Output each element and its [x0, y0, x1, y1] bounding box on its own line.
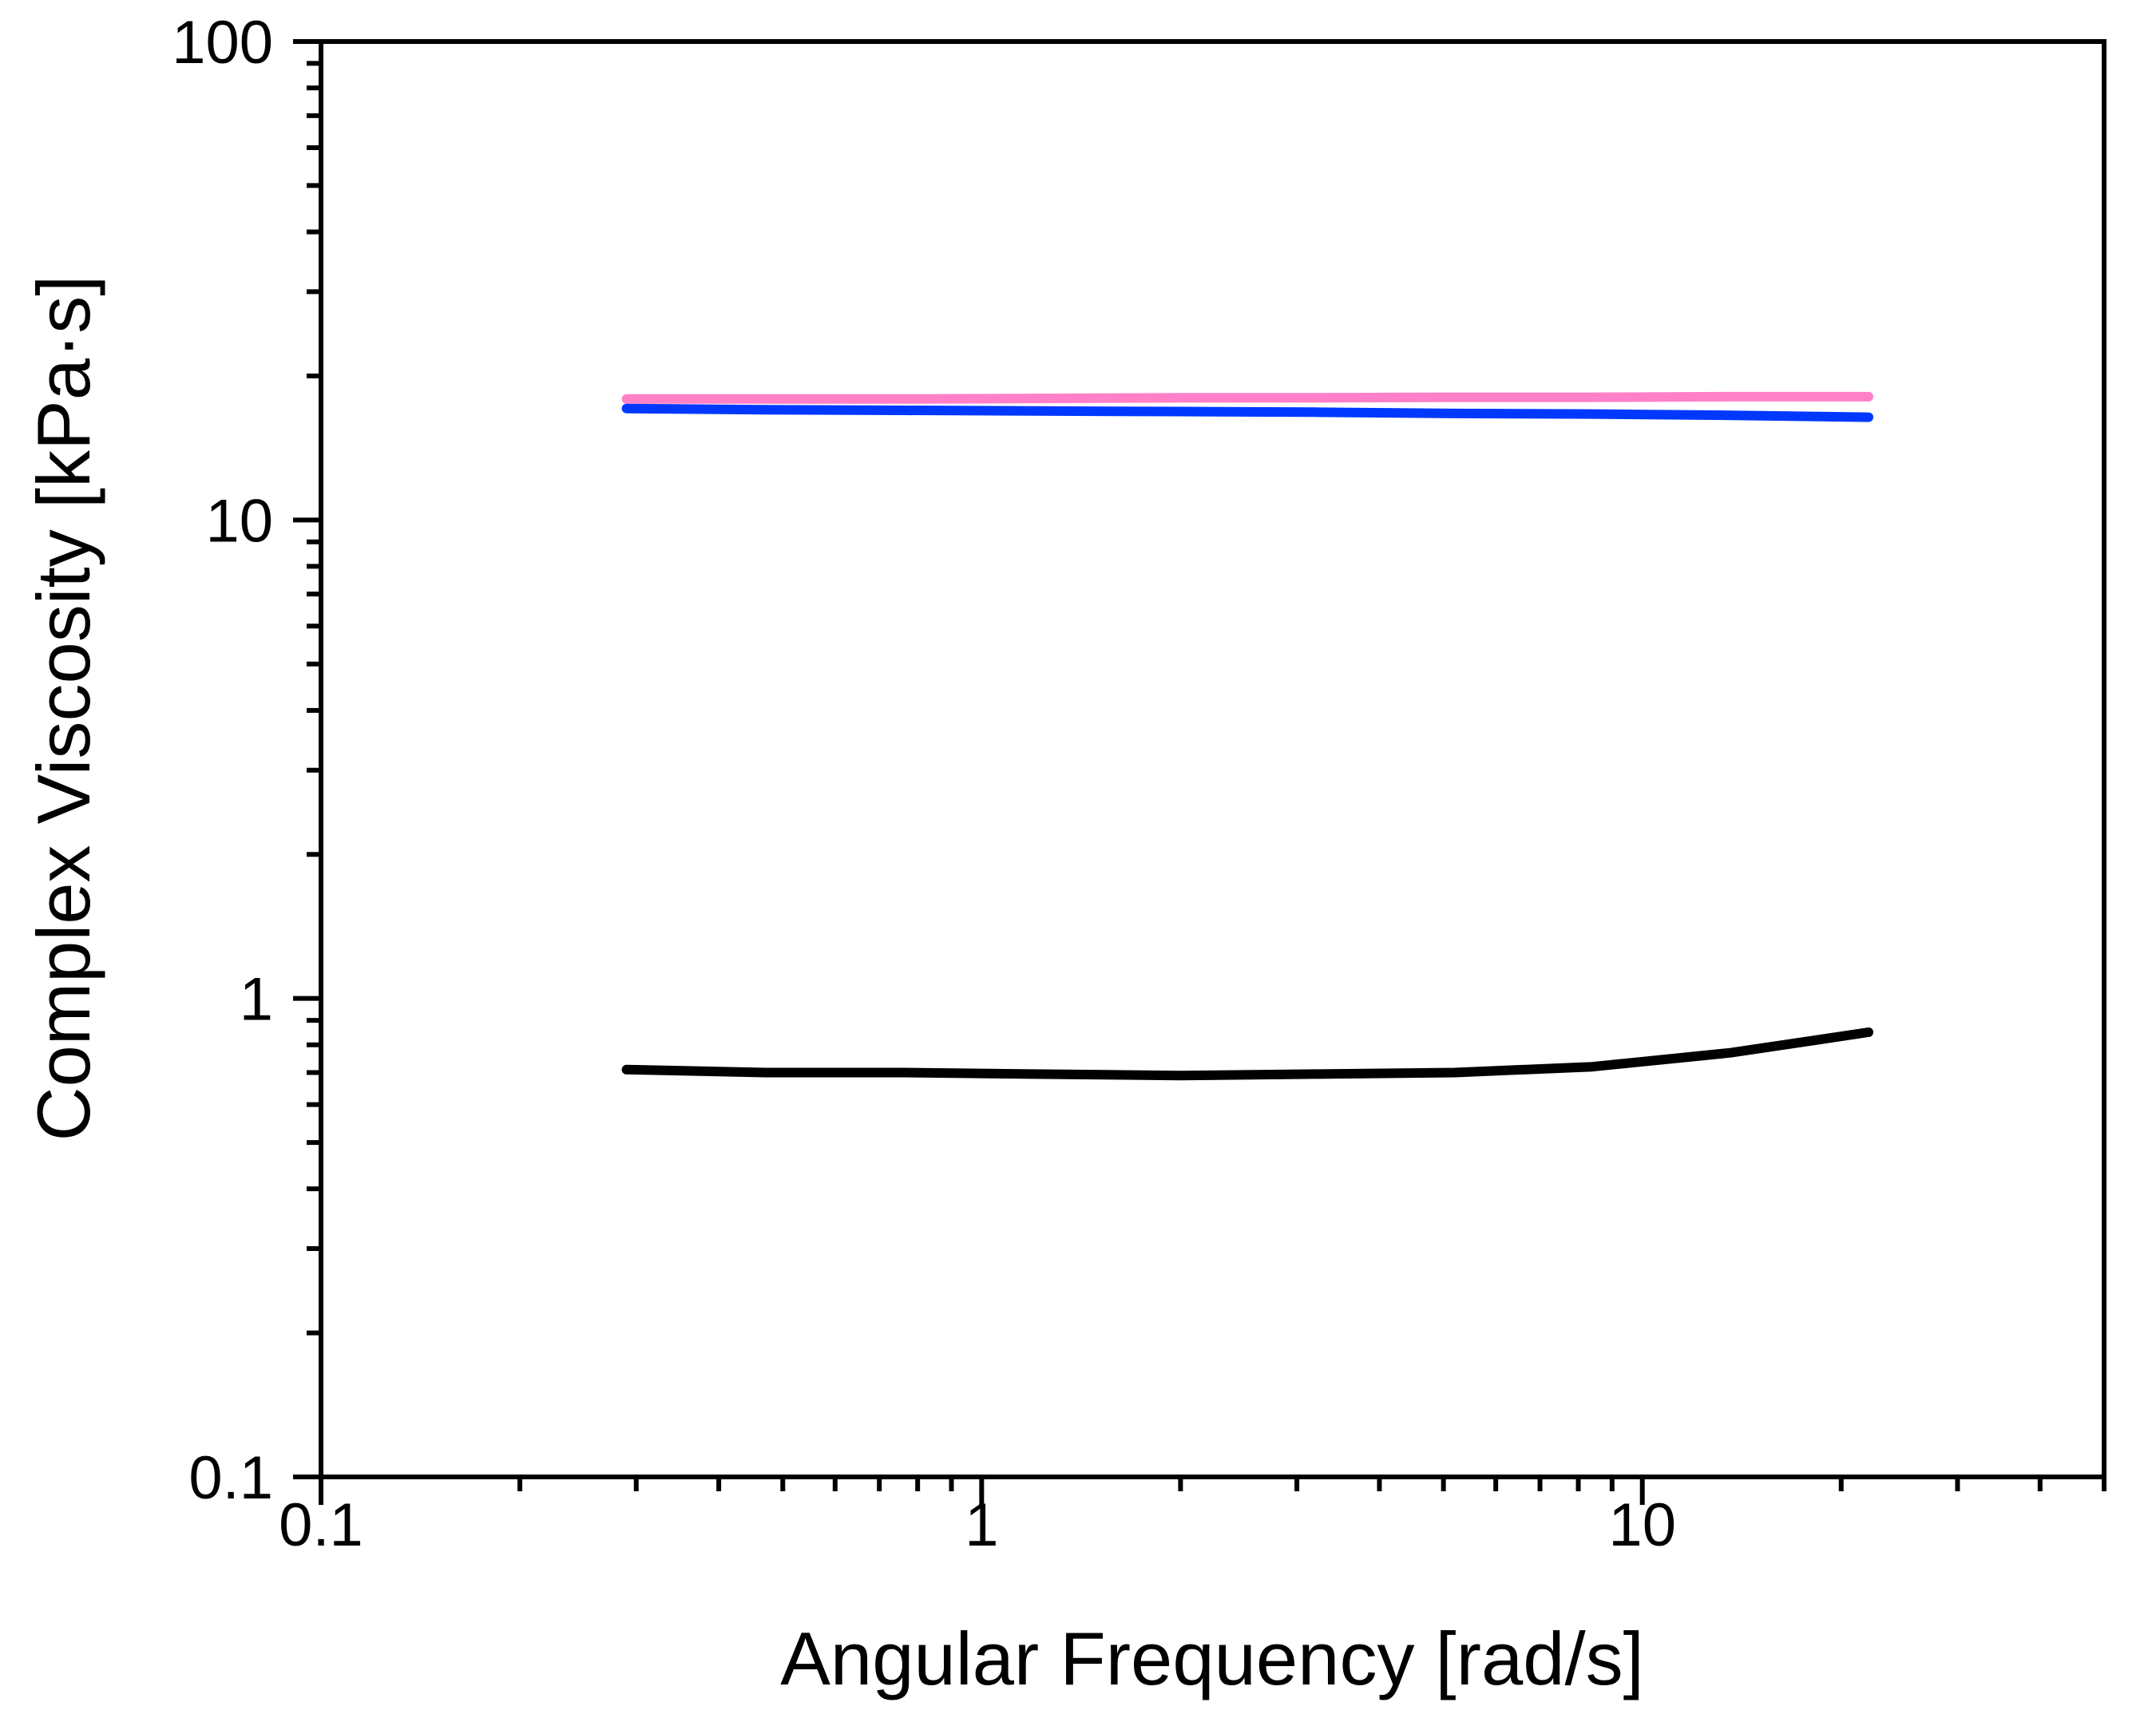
- series-line-black: [621, 1027, 1873, 1081]
- y-tick-label: 1: [240, 966, 273, 1034]
- y-tick-labels: 0.1 1 10 100: [172, 9, 273, 1512]
- x-tick-label: 10: [1608, 1491, 1676, 1559]
- x-tick-labels: 0.1 1 10: [279, 1491, 1676, 1559]
- series-layer: [621, 391, 1873, 1081]
- y-tick-label: 100: [172, 9, 273, 77]
- major-ticks: [293, 39, 1645, 1505]
- x-tick-label: 0.1: [279, 1491, 363, 1559]
- y-tick-label: 0.1: [188, 1444, 273, 1512]
- y-tick-label: 10: [205, 487, 273, 555]
- minor-ticks: [307, 61, 2106, 1491]
- plot-frame: [319, 39, 2106, 1479]
- x-axis-title: Angular Frequency [rad/s]: [780, 1617, 1644, 1700]
- y-axis-title: Complex Viscosity [kPa·s]: [22, 275, 105, 1142]
- series-line-pink: [621, 391, 1873, 404]
- series-line-blue: [621, 403, 1873, 422]
- x-tick-label: 1: [965, 1491, 998, 1559]
